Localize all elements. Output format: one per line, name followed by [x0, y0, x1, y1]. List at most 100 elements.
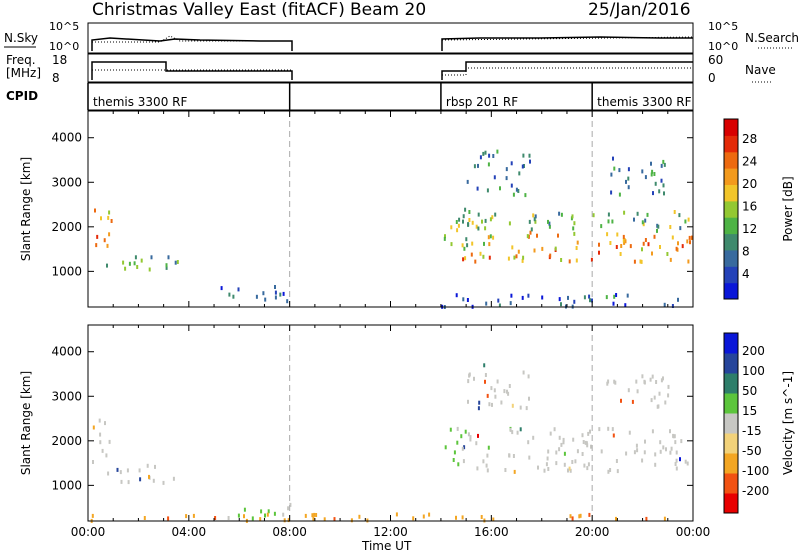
data-cell — [94, 208, 96, 213]
data-cell — [120, 479, 123, 484]
data-cell — [98, 418, 101, 423]
data-cell — [643, 450, 646, 455]
data-cell — [669, 450, 672, 455]
data-cell — [667, 384, 670, 389]
cpid-label: CPID — [6, 89, 38, 103]
data-cell — [555, 461, 558, 466]
data-cell — [529, 230, 532, 235]
data-cell — [587, 462, 590, 467]
colorbar-label: Velocity [m s^-1] — [781, 371, 795, 475]
nsearch-tick-top: 10^5 — [708, 20, 738, 33]
colorbar-cell — [724, 200, 738, 218]
data-cell — [548, 224, 551, 229]
data-cell — [488, 402, 491, 407]
data-cell — [654, 181, 657, 186]
colorbar-cell — [724, 413, 738, 434]
data-cell — [611, 427, 614, 432]
data-cell — [528, 455, 531, 460]
data-cell — [681, 244, 684, 249]
data-cell — [262, 291, 265, 296]
data-cell — [673, 434, 676, 439]
y-axis-label: Slant Range [km] — [19, 157, 33, 261]
data-cell — [528, 396, 530, 401]
data-cell — [146, 463, 149, 468]
data-cell — [656, 228, 658, 233]
data-cell — [477, 406, 480, 411]
data-cell — [562, 440, 565, 445]
data-cell — [449, 427, 452, 432]
data-cell — [511, 403, 514, 408]
data-cell — [483, 363, 486, 368]
data-cell — [92, 425, 95, 430]
colorbar-tick-label: -50 — [742, 444, 762, 458]
data-cell — [590, 257, 593, 262]
x-tick-label: 00:00 — [71, 525, 106, 539]
data-cell — [469, 437, 472, 442]
data-cell — [626, 293, 629, 298]
data-cell — [665, 447, 667, 452]
data-cell — [508, 453, 511, 458]
data-cell — [662, 183, 665, 188]
data-cell — [154, 464, 156, 469]
data-cell — [315, 513, 318, 517]
data-cell — [641, 374, 644, 379]
colorbar-cell — [724, 473, 738, 494]
data-cell — [333, 517, 336, 522]
data-cell — [633, 259, 636, 264]
data-cell — [165, 265, 168, 270]
data-cell — [323, 517, 326, 522]
data-cell — [644, 238, 647, 242]
data-cell — [598, 242, 600, 247]
y-tick-label: 1000 — [51, 478, 82, 492]
data-cell — [548, 221, 551, 226]
data-cell — [504, 468, 507, 472]
data-cell — [521, 295, 524, 300]
data-cell — [127, 480, 130, 485]
data-cell — [627, 185, 630, 190]
data-cell — [522, 370, 525, 375]
colorbar-tick-label: 50 — [742, 384, 757, 398]
data-cell — [497, 298, 500, 303]
data-cell — [482, 151, 485, 156]
data-cell — [91, 513, 94, 518]
data-cell — [471, 220, 474, 225]
nsky-panel: N.Sky 10^5 10^0 10^5 10^0 N.Search — [4, 20, 799, 54]
data-cell — [651, 429, 654, 434]
data-cell — [466, 243, 469, 248]
data-cell — [508, 384, 511, 388]
data-cell — [104, 421, 106, 426]
data-cell — [283, 518, 286, 523]
data-cell — [598, 250, 600, 255]
data-cell — [232, 294, 235, 299]
data-cell — [462, 297, 465, 302]
data-cell — [530, 227, 533, 232]
data-cell — [489, 234, 492, 239]
colorbar-tick-label: 8 — [742, 245, 750, 259]
data-cell — [517, 249, 520, 254]
x-tick-label: 16:00 — [474, 525, 509, 539]
power-frame — [87, 110, 694, 308]
data-cell — [656, 404, 659, 409]
cpid-segment-label: themis 3300 RF — [93, 95, 187, 109]
x-tick-label: 20:00 — [575, 525, 610, 539]
data-cell — [126, 468, 129, 473]
colorbar-frame — [723, 332, 739, 514]
data-cell — [108, 439, 111, 444]
data-cell — [505, 176, 508, 181]
data-cell — [124, 266, 127, 271]
data-cell — [453, 450, 456, 455]
data-cell — [573, 221, 576, 226]
data-cell — [567, 295, 569, 300]
data-cell — [467, 432, 470, 437]
data-cell — [562, 437, 565, 442]
data-cell — [133, 261, 136, 266]
data-cell — [468, 373, 471, 378]
data-cell — [568, 466, 571, 471]
colorbar-cell — [724, 333, 738, 354]
data-cell — [533, 248, 536, 253]
data-cell — [500, 400, 503, 405]
data-cell — [622, 234, 625, 239]
data-cell — [620, 244, 623, 248]
data-cell — [107, 215, 110, 220]
data-cell — [494, 212, 497, 217]
